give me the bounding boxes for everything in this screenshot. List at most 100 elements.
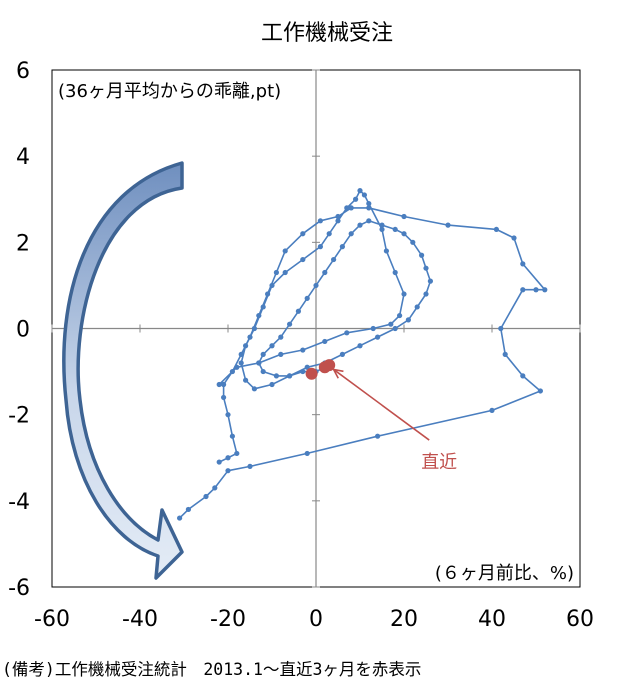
data-point [511,235,517,241]
data-point [388,321,394,327]
data-point [251,386,257,392]
data-point [344,205,350,211]
data-point [278,351,284,357]
data-point [361,192,367,198]
x-tick-labels: -60 -40 -20 0 20 40 60 [34,607,594,632]
data-point [251,325,257,332]
data-point [287,321,293,327]
data-point [331,256,337,263]
y-tick-label: 4 [16,145,30,170]
chart-title: 工作機械受注 [261,21,393,46]
data-point [304,450,310,457]
data-point [533,287,539,293]
data-point [203,493,209,500]
recent-point [305,367,318,380]
recent-point [323,359,336,372]
axis-ticks [51,69,581,588]
data-point [229,433,235,439]
data-point [339,351,345,357]
data-point [216,459,222,465]
data-point [498,325,504,332]
data-point [410,239,416,245]
data-point [282,248,288,254]
y-unit-note: (36ヶ月平均からの乖離,pt) [58,81,281,102]
data-point [366,218,372,224]
data-point [269,381,275,388]
y-tick-labels: 6 4 2 0 -2 -4 -6 [8,59,30,601]
annotation-label: 直近 [421,452,457,473]
data-point [427,278,433,284]
data-point [344,330,350,336]
data-point [357,222,363,228]
data-point [278,334,284,340]
data-point [221,394,227,401]
data-point [273,373,279,379]
data-point [537,388,544,394]
data-point [392,269,398,276]
data-point [234,364,240,370]
data-point [397,312,403,319]
data-point [185,506,191,513]
data-point [348,231,354,237]
footnote: (備考)工作機械受注統計 2013.1～直近3ヶ月を赤表示 [2,660,422,679]
data-point [225,468,231,474]
data-point [317,244,323,250]
data-point [414,304,420,310]
y-tick-label: -4 [8,490,30,515]
x-tick-label: 60 [566,607,594,632]
x-tick-label: 20 [390,607,418,632]
data-point [300,368,306,375]
data-point [445,222,451,228]
data-point [379,222,385,228]
data-point [243,343,249,349]
data-point [419,252,425,258]
highlight-layer [305,359,336,380]
y-tick-label: -6 [8,576,30,601]
y-tick-label: 0 [16,318,30,343]
data-point [335,218,341,224]
data-point [353,196,359,202]
data-point [234,450,240,457]
annotation-arrow-head [332,368,344,379]
data-point [520,261,526,267]
data-point [300,231,306,237]
x-tick-label: -60 [34,607,70,632]
data-point [348,205,354,211]
data-point [392,226,398,233]
data-point [357,188,363,194]
data-point [256,360,262,366]
data-point [273,269,279,276]
data-point [392,325,398,332]
x-tick-label: -40 [122,607,158,632]
y-tick-label: 2 [16,231,30,256]
data-point [322,338,328,345]
data-point [502,351,508,357]
data-point [260,351,266,357]
data-point [225,455,231,461]
data-point [300,347,306,353]
data-point [247,463,253,469]
data-point [401,231,407,237]
x-unit-note: (６ヶ月前比、%) [435,563,574,584]
data-point [221,381,227,388]
y-tick-label: -2 [8,404,30,429]
data-point [379,226,385,233]
data-point [493,226,499,233]
x-tick-label: 40 [478,607,506,632]
data-point [304,295,310,301]
data-point [260,304,266,310]
data-point [238,360,244,366]
data-point [339,244,345,250]
cycle-arrow [62,161,184,580]
chart: 工作機械受注 直近 (36ヶ月平均からの乖離,pt) (６ヶ月前比、%) -60… [8,21,594,632]
data-point [243,377,249,383]
data-point [304,364,310,370]
data-point [520,373,526,379]
data-point [401,213,407,220]
data-point [322,269,328,276]
data-point [317,218,323,224]
data-point [423,265,429,271]
data-point [405,317,411,323]
data-point [542,287,548,293]
data-point [383,248,389,254]
